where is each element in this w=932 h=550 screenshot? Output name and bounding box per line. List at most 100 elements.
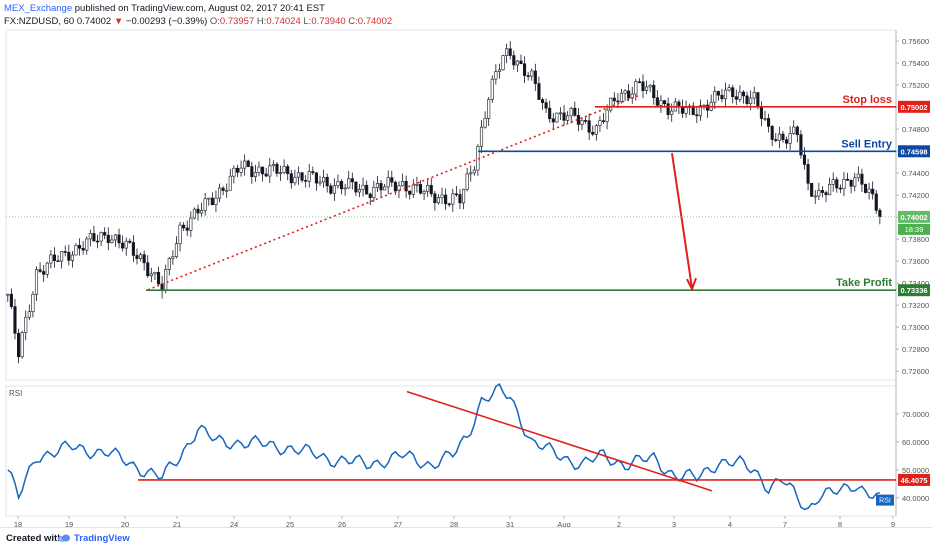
candle-body (203, 198, 207, 211)
open-label: O: (209, 16, 220, 27)
time-tick-label: 31 (506, 520, 514, 529)
candle-body (533, 70, 537, 84)
candle-body (447, 203, 451, 206)
candle-body (436, 197, 440, 204)
candle-body (580, 120, 584, 125)
sell-entry-label: Sell Entry (841, 138, 893, 150)
time-tick-label: 7 (783, 520, 787, 529)
candle-body (767, 118, 771, 127)
candle-body (526, 75, 530, 77)
candle-body (515, 60, 519, 66)
candle-body (530, 70, 534, 77)
countdown-bg (898, 223, 930, 235)
time-tick-label: 25 (286, 520, 294, 529)
candle-body (759, 106, 763, 119)
time-tick-label: 3 (672, 520, 676, 529)
rsi-level-badge: 46.4075 (900, 476, 927, 485)
price-tick-label: 0.73800 (902, 235, 929, 244)
price-tick-label: 0.73000 (902, 323, 929, 332)
candle-body (189, 217, 193, 231)
time-tick-label: 27 (394, 520, 402, 529)
candle-body (214, 197, 218, 205)
time-tick-label: 21 (173, 520, 181, 529)
take-profit-label: Take Profit (836, 277, 892, 289)
candle-body (548, 107, 552, 120)
candle-body (250, 166, 254, 177)
candle-body (282, 166, 286, 173)
candle-body (609, 97, 613, 111)
candle-body (695, 114, 699, 117)
candle-body (662, 100, 667, 104)
candle-body (706, 104, 710, 111)
candle-body (235, 167, 240, 173)
candle-body (684, 107, 688, 114)
time-tick-label: 4 (728, 520, 732, 529)
candle-body (311, 171, 315, 174)
candle-body (551, 118, 555, 123)
stop-loss-label: Stop loss (842, 94, 892, 106)
candle-body (365, 184, 369, 195)
candle-body (357, 189, 362, 193)
candle-body (354, 181, 358, 193)
candle-body (117, 234, 121, 244)
candle-body (849, 180, 853, 187)
time-tick-label: 19 (65, 520, 73, 529)
candle-body (860, 173, 864, 185)
candle-body (128, 240, 132, 243)
price-tick-label: 0.72600 (902, 367, 929, 376)
candle-body (261, 166, 265, 175)
candle-body (465, 173, 469, 190)
candle-body (307, 171, 311, 182)
candle-body (558, 112, 563, 115)
candle-body (745, 95, 749, 105)
candle-body (702, 104, 706, 107)
candle-body (182, 224, 186, 229)
candle-body (336, 181, 340, 186)
candle-body (99, 232, 103, 242)
candle-body (426, 185, 430, 192)
candle-body (540, 99, 545, 103)
candle-body (393, 181, 397, 192)
author-link[interactable]: MEX_Exchange (4, 3, 73, 14)
candle-body (537, 83, 541, 100)
candle-body (289, 173, 293, 184)
candle-body (573, 107, 577, 116)
candle-body (784, 139, 789, 144)
candle-body (587, 120, 591, 133)
high-value: 0.74024 (266, 16, 301, 27)
candle-body (451, 193, 455, 205)
candle-body (296, 172, 301, 178)
rsi-level-badge-bg (898, 473, 930, 486)
candle-body (253, 172, 257, 177)
candle-body (45, 262, 49, 275)
candle-body (325, 176, 329, 187)
candle-body (103, 232, 107, 236)
high-label: H: (256, 16, 267, 27)
candle-body (698, 105, 702, 117)
candle-body (418, 184, 423, 194)
candle-body (835, 179, 839, 189)
candle-body (670, 110, 674, 115)
candle-body (598, 120, 602, 126)
candle-body (749, 97, 753, 105)
candle-body (824, 192, 828, 196)
candle-body (95, 240, 100, 243)
candle-body (454, 193, 458, 196)
price-change: −0.00293 (−0.39%) (125, 16, 208, 27)
candle-body (217, 187, 222, 199)
price-tick-label: 0.75200 (902, 81, 929, 90)
price-tick-label: 0.73400 (902, 279, 929, 288)
candle-body (856, 173, 860, 179)
candle-body (124, 240, 128, 249)
candle-body (738, 91, 742, 100)
candle-body (519, 60, 523, 65)
candle-body (774, 139, 778, 141)
candle-body (605, 109, 609, 122)
candle-body (422, 190, 426, 194)
candle-body (361, 184, 365, 190)
candle-body (752, 92, 756, 99)
tradingview-logo[interactable]: TradingView (57, 533, 130, 544)
stop-loss-price-badge-bg (898, 100, 930, 113)
price-tick-label: 0.74400 (902, 169, 929, 178)
